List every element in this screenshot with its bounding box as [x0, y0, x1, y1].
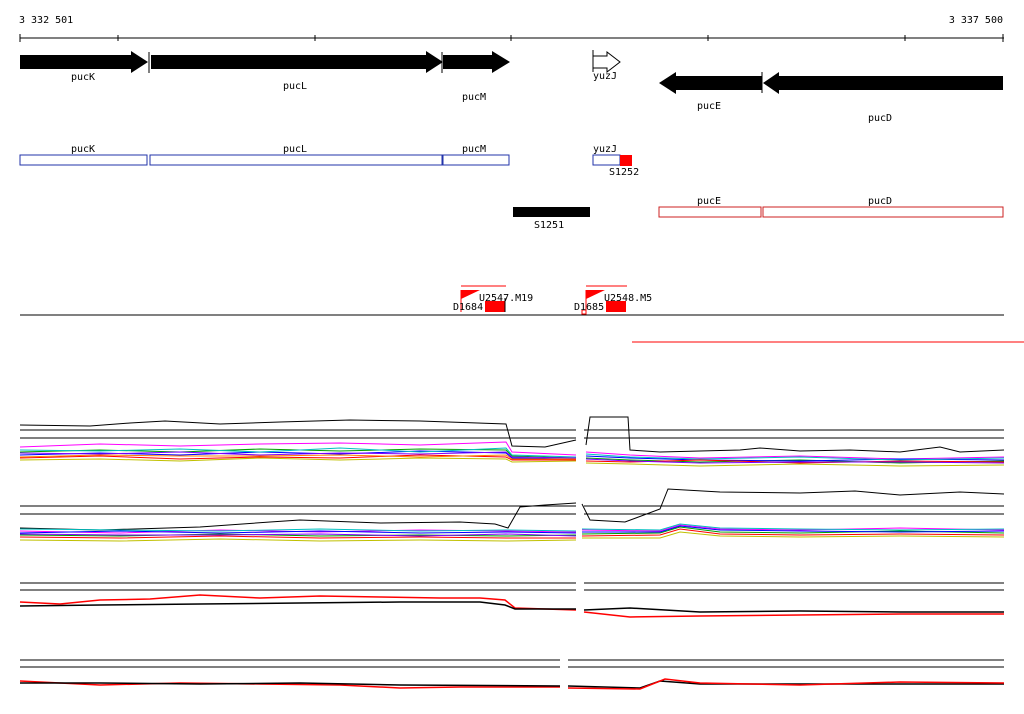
annotation-minus-track: pucE pucD — [658, 196, 1004, 218]
gene-label-pucL: pucL — [283, 81, 307, 92]
gene-track — [20, 50, 1003, 94]
gene-arrow-pucL[interactable] — [151, 51, 443, 73]
expression-track-4 — [19, 659, 1005, 690]
annotation-plus-label-pucK: pucK — [71, 144, 95, 155]
annotation-box-pucK[interactable] — [19, 154, 148, 166]
segment-label-S1251: S1251 — [534, 220, 564, 231]
segment-label-S1252: S1252 — [609, 167, 639, 178]
promoter-U2547[interactable] — [460, 285, 506, 312]
gene-arrow-pucM[interactable] — [443, 51, 510, 73]
segment-S1251-box[interactable] — [513, 207, 590, 217]
gene-label-pucK: pucK — [71, 72, 95, 83]
annotation-box-pucM[interactable] — [442, 154, 510, 166]
segment-S1252-box[interactable] — [620, 155, 632, 166]
annotation-minus-label-pucD: pucD — [868, 196, 892, 207]
gene-arrow-pucK[interactable] — [20, 51, 148, 73]
annotation-box-pucD[interactable] — [762, 206, 1004, 218]
gene-label-pucE: pucE — [697, 101, 721, 112]
expression-track-2 — [19, 488, 1005, 542]
promoter-label-D1685: D1685 — [574, 302, 604, 313]
annotation-plus-label-pucM: pucM — [462, 144, 486, 155]
gene-label-pucM: pucM — [462, 92, 486, 103]
annotation-plus-label-pucL: pucL — [283, 144, 307, 155]
annotation-minus-label-pucE: pucE — [697, 196, 721, 207]
gene-arrow-pucE[interactable] — [659, 72, 762, 94]
ruler-end-label: 3 337 500 — [949, 15, 1003, 26]
promoter-U2548[interactable] — [581, 285, 627, 315]
annotation-box-yuzJ[interactable] — [592, 154, 621, 166]
gene-arrow-yuzJ[interactable] — [592, 50, 621, 74]
annotation-plus-track: pucK pucL pucM yuzJ S1252 — [19, 144, 639, 178]
annotation-plus-label-yuzJ: yuzJ — [593, 144, 617, 155]
expression-track-3 — [19, 582, 1004, 618]
ruler-axis — [19, 34, 1004, 42]
gene-label-pucD: pucD — [868, 113, 892, 124]
promoter-label-D1684: D1684 — [453, 302, 483, 313]
annotation-box-pucE[interactable] — [658, 206, 762, 218]
expression-track-1 — [19, 416, 1005, 467]
gene-label-yuzJ: yuzJ — [593, 71, 617, 82]
promoter-label-U2547.M19: U2547.M19 — [479, 293, 533, 304]
promoter-label-U2548.M5: U2548.M5 — [604, 293, 652, 304]
ruler-start-label: 3 332 501 — [19, 15, 73, 26]
promoter-track: U2547.M19 D1684 U2548.M5 D1685 — [453, 285, 652, 315]
gene-arrow-pucD[interactable] — [763, 72, 1003, 94]
annotation-box-pucL[interactable] — [149, 154, 443, 166]
